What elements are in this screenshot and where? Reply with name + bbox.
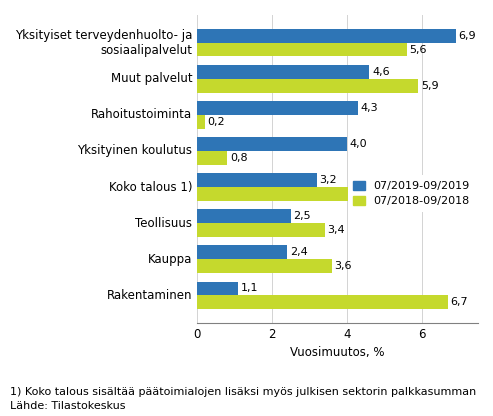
Text: 5,9: 5,9 [421,81,438,91]
Text: 2,5: 2,5 [293,211,311,221]
Bar [197,29,456,43]
Bar [197,137,347,151]
Bar [197,115,205,129]
Text: 6,9: 6,9 [458,31,476,41]
Bar [197,187,362,201]
Bar [197,295,448,309]
Text: 0,2: 0,2 [208,117,225,127]
Text: 3,6: 3,6 [335,261,352,271]
Legend: 07/2019-09/2019, 07/2018-09/2018: 07/2019-09/2019, 07/2018-09/2018 [348,176,475,212]
Bar [197,209,291,223]
Text: 4,6: 4,6 [372,67,389,77]
Bar [197,79,418,92]
Text: 1) Koko talous sisältää päätoimialojen lisäksi myös julkisen sektorin palkkasumm: 1) Koko talous sisältää päätoimialojen l… [10,387,476,397]
X-axis label: Vuosimuutos, %: Vuosimuutos, % [290,347,385,359]
Bar [197,173,317,187]
Bar [197,101,358,115]
Text: 3,2: 3,2 [319,175,337,185]
Text: 0,8: 0,8 [230,153,247,163]
Text: 1,1: 1,1 [241,283,258,293]
Bar [197,259,332,273]
Text: 6,7: 6,7 [451,297,468,307]
Text: 3,4: 3,4 [327,225,345,235]
Bar [197,43,407,57]
Text: 4,0: 4,0 [350,139,367,149]
Bar [197,65,369,79]
Text: 4,3: 4,3 [361,103,379,113]
Bar [197,223,324,237]
Bar [197,282,239,295]
Text: 5,6: 5,6 [410,45,427,54]
Text: Lähde: Tilastokeskus: Lähde: Tilastokeskus [10,401,125,411]
Text: 4,4: 4,4 [364,189,382,199]
Text: 2,4: 2,4 [290,248,308,258]
Bar [197,245,287,259]
Bar [197,151,227,165]
